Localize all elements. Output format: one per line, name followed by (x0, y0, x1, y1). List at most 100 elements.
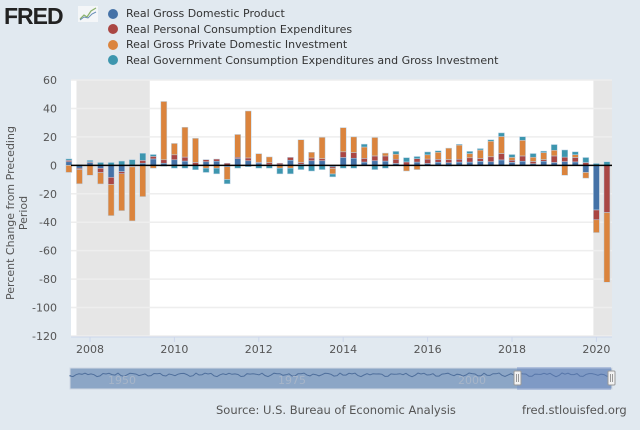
navigator-right-handle[interactable] (607, 370, 616, 386)
legend-item[interactable]: Real Gross Private Domestic Investment (108, 37, 498, 53)
bar-segment (234, 158, 241, 166)
bar-segment (529, 161, 537, 165)
legend-item[interactable]: Real Personal Consumption Expenditures (108, 22, 498, 38)
legend-marker-icon (108, 8, 118, 19)
legend-label: Real Gross Domestic Product (126, 7, 285, 20)
bar-segment (255, 153, 263, 163)
bar-segment (160, 159, 168, 164)
bar-segment (308, 157, 315, 162)
x-tick-label: 2016 (414, 343, 442, 356)
bar-segment (593, 219, 600, 233)
bar-segment (487, 139, 495, 142)
bar-segment (424, 154, 431, 160)
bar-segment (477, 148, 484, 151)
line-chart-icon (78, 6, 98, 22)
site-url-link[interactable]: fred.stlouisfed.org (522, 403, 627, 417)
bar-segment (329, 173, 336, 178)
bar-segment (572, 154, 579, 158)
bar-segment (424, 151, 431, 156)
bar-segment (181, 126, 189, 158)
bar-segment (508, 159, 516, 163)
bar-segment (456, 144, 463, 146)
bar-segment (97, 168, 104, 173)
bar-segment (466, 157, 474, 163)
bar-segment (445, 147, 452, 160)
bar-segment (139, 160, 146, 164)
bar-segment (361, 143, 368, 148)
bar-segment (339, 127, 347, 153)
bar-segment (456, 158, 463, 163)
bar-segment (582, 172, 590, 179)
y-tick-label: -60 (39, 245, 57, 258)
fred-logo[interactable]: FRED (4, 3, 64, 29)
bar-segment (276, 162, 284, 165)
bar-segment (118, 173, 125, 211)
legend-label: Real Government Consumption Expenditures… (126, 53, 499, 67)
bar-segment (213, 158, 220, 162)
bar-segment (519, 155, 526, 162)
bar-segment (171, 143, 178, 156)
x-tick-label: 2018 (498, 343, 526, 356)
navigator-year-label: 1950 (108, 374, 136, 387)
bar-segment (128, 166, 136, 222)
chart-legend: Real Gross Domestic Product Real Personal… (108, 6, 498, 68)
bar-segment (361, 146, 368, 159)
bar-segment (276, 167, 284, 175)
legend-item[interactable]: Real Gross Domestic Product (108, 6, 498, 22)
bar-segment (65, 165, 73, 173)
bar-segment (603, 165, 611, 213)
y-tick-label: 20 (43, 131, 57, 144)
legend-item[interactable]: Real Government Consumption Expenditures… (108, 53, 498, 69)
source-text: Source: U.S. Bureau of Economic Analysis (216, 403, 456, 417)
bar-segment (350, 136, 357, 153)
bar-segment (245, 157, 252, 162)
bar-segment (86, 165, 94, 176)
legend-marker-icon (108, 24, 118, 35)
bar-segment (392, 153, 400, 160)
bar-segment (318, 158, 326, 162)
bar-segment (318, 137, 326, 159)
bar-segment (477, 149, 484, 159)
bar-segment (582, 165, 590, 173)
bar-segment (403, 165, 410, 172)
bar-segment (339, 157, 347, 166)
bar-segment (603, 212, 611, 283)
bar-segment (181, 156, 189, 162)
bar-segment (456, 144, 463, 160)
bar-segment (466, 153, 474, 159)
bar-segment (445, 159, 452, 164)
y-tick-label: -40 (39, 216, 57, 229)
bar-segment (582, 157, 590, 163)
y-tick-label: -100 (32, 302, 57, 315)
bar-segment (561, 156, 568, 162)
bar-segment (392, 158, 400, 164)
bar-segment (245, 110, 252, 159)
bar-segment (107, 177, 115, 185)
bar-segment (371, 137, 379, 157)
bar-segment (487, 156, 495, 163)
legend-label: Real Personal Consumption Expenditures (126, 22, 353, 36)
bar-segment (529, 153, 537, 158)
bar-segment (350, 152, 357, 159)
navigator-left-handle[interactable] (513, 370, 522, 386)
bar-segment (572, 157, 579, 163)
bar-segment (107, 165, 115, 178)
bar-segment (371, 155, 379, 162)
bar-segment (550, 155, 558, 163)
bar-segment (382, 155, 389, 162)
bar-segment (139, 165, 146, 197)
bar-segment (192, 165, 199, 170)
bar-segment (202, 159, 210, 163)
bar-segment (361, 158, 368, 163)
bar-segment (477, 158, 484, 162)
bar-segment (498, 153, 505, 161)
bar-segment (150, 154, 157, 157)
bar-segment (434, 150, 442, 153)
bar-segment (287, 167, 294, 175)
bar-segment (297, 139, 305, 163)
bar-segment (76, 169, 83, 185)
bar-segment (97, 172, 104, 185)
x-tick-label: 2020 (582, 343, 610, 356)
x-tick-label: 2010 (160, 343, 188, 356)
